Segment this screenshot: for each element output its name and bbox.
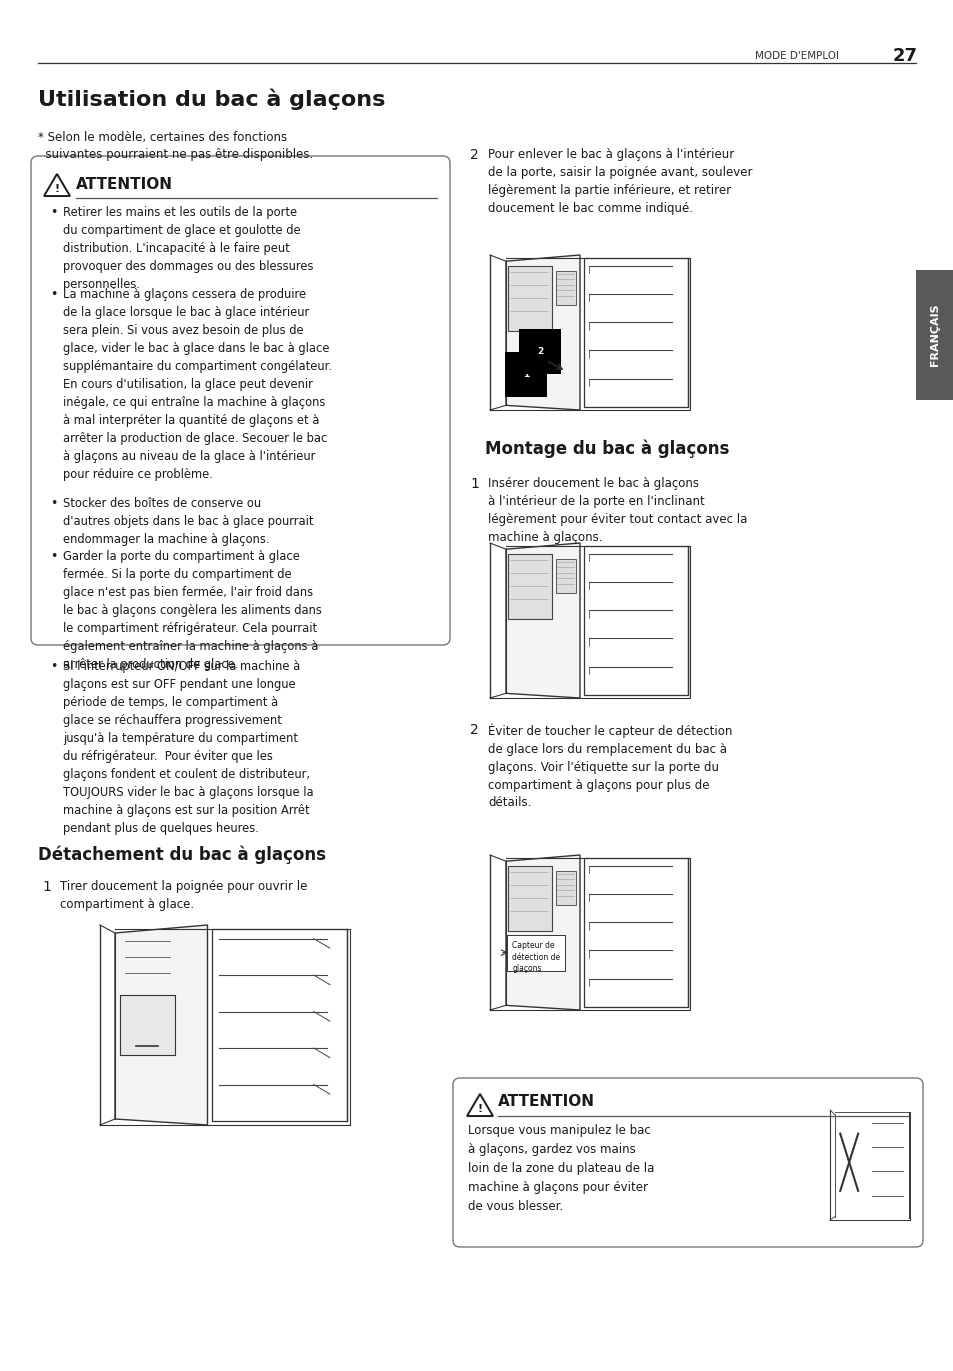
FancyBboxPatch shape (453, 1078, 923, 1248)
Polygon shape (115, 925, 208, 1126)
Text: Montage du bac à glaçons: Montage du bac à glaçons (484, 440, 729, 458)
Bar (915, 270, 953, 400)
Text: 27: 27 (892, 47, 917, 64)
Bar (556, 558, 576, 592)
Text: 1: 1 (522, 370, 529, 378)
Bar (507, 866, 552, 931)
Text: Utilisation du bac à glaçons: Utilisation du bac à glaçons (38, 88, 385, 110)
FancyBboxPatch shape (506, 935, 564, 971)
Text: •: • (50, 550, 57, 563)
Polygon shape (505, 543, 579, 698)
Bar (507, 266, 552, 330)
Text: •: • (50, 659, 57, 673)
Bar (556, 871, 576, 905)
Text: Capteur de
détection de
glaçons: Capteur de détection de glaçons (512, 941, 560, 973)
Text: Garder la porte du compartiment à glace
fermée. Si la porte du compartiment de
g: Garder la porte du compartiment à glace … (63, 550, 321, 670)
Text: Éviter de toucher le capteur de détection
de glace lors du remplacement du bac à: Éviter de toucher le capteur de détectio… (488, 723, 732, 809)
FancyBboxPatch shape (30, 156, 450, 644)
Text: Stocker des boîtes de conserve ou
d'autres objets dans le bac à glace pourrait
e: Stocker des boîtes de conserve ou d'autr… (63, 498, 314, 546)
Text: 2: 2 (537, 347, 542, 355)
Text: Insérer doucement le bac à glaçons
à l'intérieur de la porte en l'inclinant
légè: Insérer doucement le bac à glaçons à l'i… (488, 477, 746, 544)
Text: !: ! (476, 1104, 482, 1113)
Text: •: • (50, 288, 57, 302)
Bar (869, 1112, 908, 1217)
Bar (583, 858, 687, 1006)
Bar (213, 930, 347, 1121)
Text: Tirer doucement la poignée pour ouvrir le
compartiment à glace.: Tirer doucement la poignée pour ouvrir l… (60, 880, 307, 910)
Bar (837, 1127, 860, 1198)
Text: Retirer les mains et les outils de la porte
du compartiment de glace et goulotte: Retirer les mains et les outils de la po… (63, 206, 314, 291)
Text: Pour enlever le bac à glaçons à l'intérieur
de la porte, saisir la poignée avant: Pour enlever le bac à glaçons à l'intéri… (488, 148, 752, 215)
Text: 1: 1 (42, 880, 51, 894)
Text: * Selon le modèle, certaines des fonctions: * Selon le modèle, certaines des fonctio… (38, 132, 287, 144)
Bar (583, 258, 687, 407)
Text: Lorsque vous manipulez le bac
à glaçons, gardez vos mains
loin de la zone du pla: Lorsque vous manipulez le bac à glaçons,… (468, 1124, 654, 1213)
Text: 2: 2 (470, 148, 478, 162)
Bar (556, 270, 576, 304)
Polygon shape (505, 255, 579, 410)
Polygon shape (834, 1111, 867, 1220)
Text: Si l'interrupteur ON/OFF sur la machine à
glaçons est sur OFF pendant une longue: Si l'interrupteur ON/OFF sur la machine … (63, 659, 314, 835)
Text: ATTENTION: ATTENTION (76, 177, 172, 192)
Polygon shape (505, 856, 579, 1010)
Bar (507, 554, 552, 618)
Text: FRANÇAIS: FRANÇAIS (929, 304, 939, 366)
Text: La machine à glaçons cessera de produire
de la glace lorsque le bac à glace inté: La machine à glaçons cessera de produire… (63, 288, 332, 481)
Text: suivantes pourraient ne pas être disponibles.: suivantes pourraient ne pas être disponi… (38, 148, 313, 160)
Bar (583, 546, 687, 695)
Text: 2: 2 (470, 723, 478, 738)
Text: MODE D'EMPLOI: MODE D'EMPLOI (754, 51, 838, 60)
Text: !: ! (54, 184, 59, 193)
Text: Détachement du bac à glaçons: Détachement du bac à glaçons (38, 845, 326, 864)
Bar (120, 995, 174, 1056)
Text: ATTENTION: ATTENTION (497, 1094, 595, 1109)
Text: •: • (50, 206, 57, 219)
Text: •: • (50, 498, 57, 510)
Text: 1: 1 (470, 477, 478, 491)
